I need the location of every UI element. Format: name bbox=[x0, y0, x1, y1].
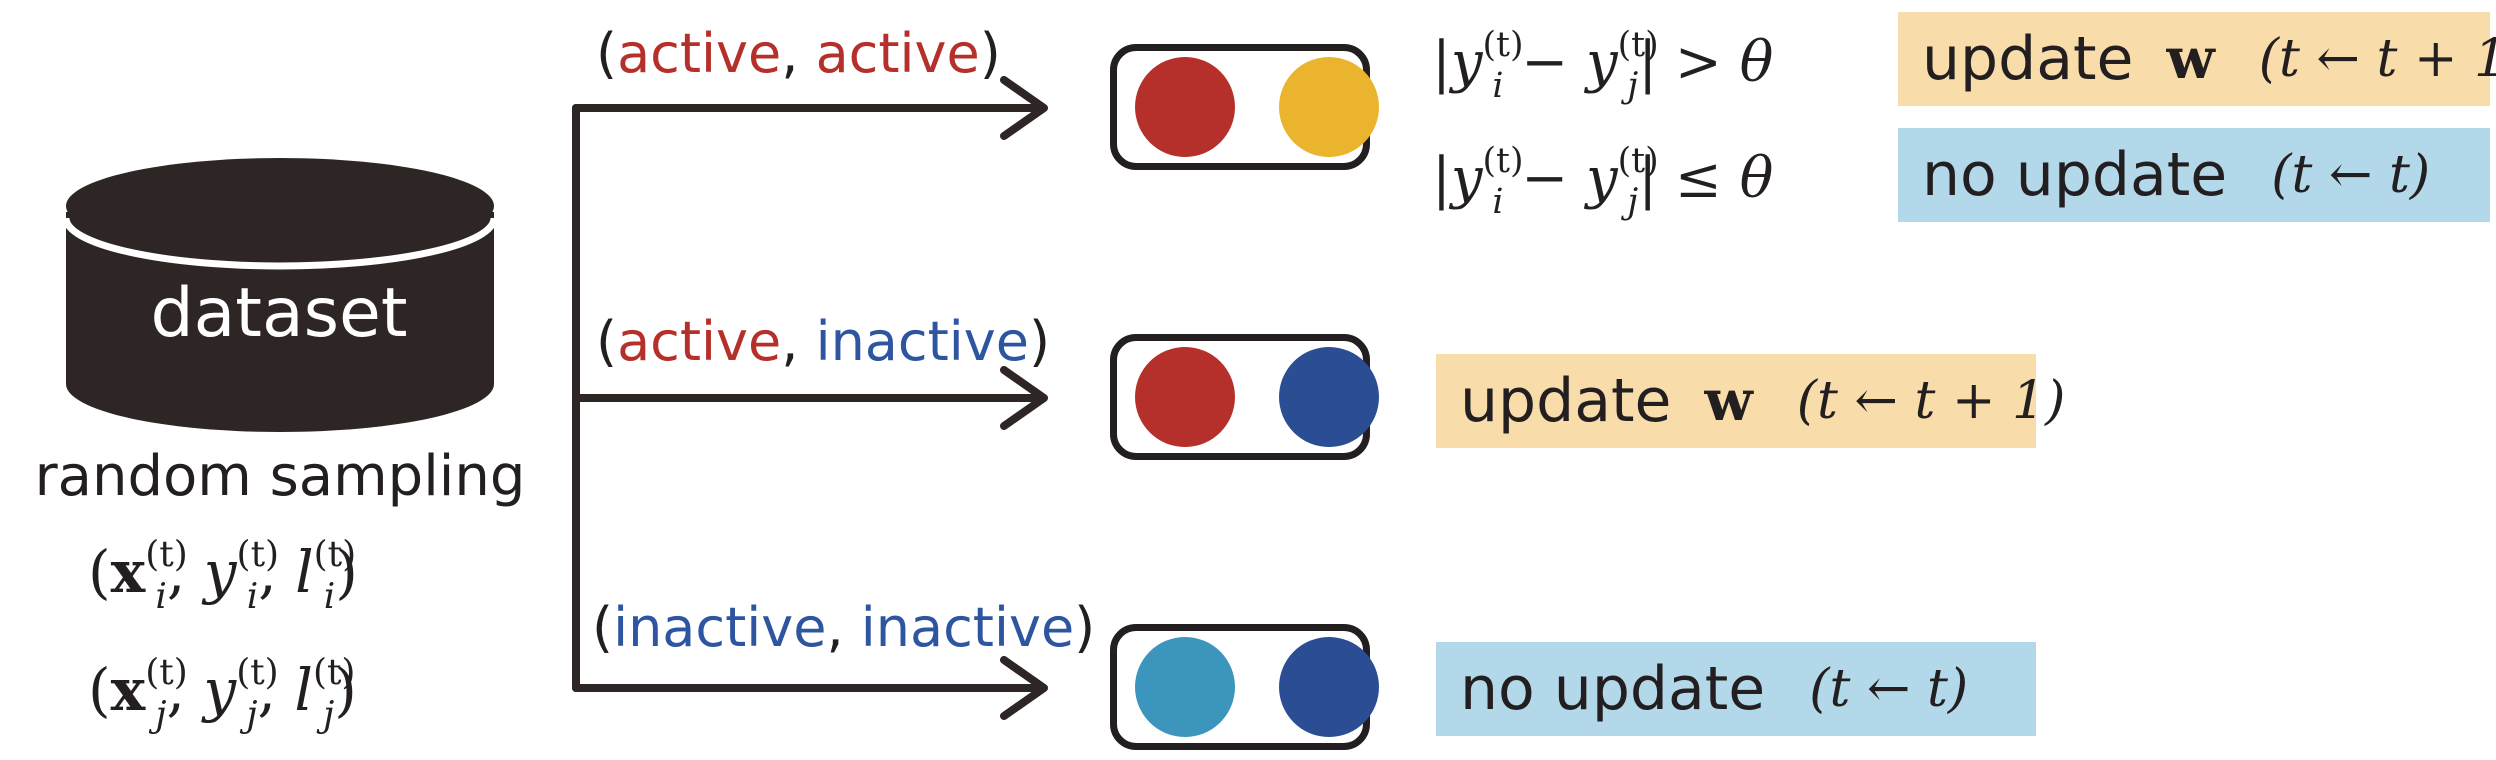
update-tag-active-active: update w(t ← t + 1) bbox=[1898, 12, 2496, 106]
no-update-tag-inactive-inactive: no update (t ← t) bbox=[1436, 642, 2036, 736]
condition-leq-theta: |y(t)i − y(t)j| ≤ θ bbox=[1432, 141, 1774, 222]
pair-box-inactive-inactive bbox=[1110, 624, 1379, 750]
arrow-active-active bbox=[572, 76, 1048, 140]
update-tag-active-inactive: update w (t ← t + 1) bbox=[1436, 354, 2065, 448]
branch-label-active-active: (active, active) bbox=[596, 22, 1001, 85]
dot-active-red bbox=[1135, 347, 1235, 447]
database-icon bbox=[62, 158, 498, 432]
pair-box-active-inactive bbox=[1110, 334, 1379, 460]
sample-tuple-i: (x(t)i, y(t)i, l(t)i) bbox=[88, 534, 358, 618]
branch-label-inactive-inactive: (inactive, inactive) bbox=[592, 596, 1096, 659]
arrow-inactive-inactive bbox=[572, 656, 1048, 720]
dot-active-red bbox=[1135, 57, 1235, 157]
dot-inactive-darkblue bbox=[1279, 347, 1379, 447]
dot-inactive-darkblue bbox=[1279, 637, 1379, 737]
sample-tuple-j: (x(t)j, y(t)j, l(t)j) bbox=[88, 652, 357, 736]
branch-label-active-inactive: (active, inactive) bbox=[596, 310, 1051, 373]
pair-box-active-active bbox=[1110, 44, 1379, 170]
arrow-active-inactive bbox=[572, 366, 1048, 430]
no-update-tag-active-active: no update (t ← t) bbox=[1898, 128, 2490, 222]
random-sampling-label: random sampling bbox=[34, 444, 526, 509]
condition-greater-than-theta: |y(t)i − y(t)j| > θ bbox=[1432, 25, 1774, 106]
dot-active-yellow bbox=[1279, 57, 1379, 157]
dot-inactive-lightblue bbox=[1135, 637, 1235, 737]
dataset-label: dataset bbox=[150, 274, 408, 353]
